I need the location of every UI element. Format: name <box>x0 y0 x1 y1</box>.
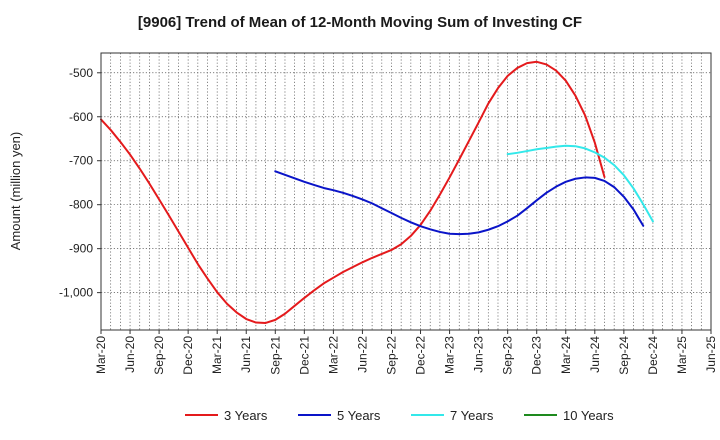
series-line-7-years <box>506 144 654 223</box>
y-axis-label: Amount (million yen) <box>8 132 23 251</box>
x-tick-label: Jun-25 <box>704 336 718 373</box>
series-line-3-years <box>100 60 606 324</box>
x-tick-label: Mar-25 <box>675 336 689 374</box>
x-tick-label: Dec-24 <box>646 336 660 375</box>
x-tick-label: Jun-20 <box>123 336 137 373</box>
y-tick-label: -600 <box>69 110 93 124</box>
x-tick-label: Mar-21 <box>210 336 224 374</box>
x-tick-label: Mar-24 <box>559 336 573 374</box>
x-tick-label: Sep-21 <box>268 336 282 375</box>
y-tick-label: -800 <box>69 198 93 212</box>
x-tick-label: Jun-21 <box>239 336 253 373</box>
x-tick-label: Jun-22 <box>355 336 369 373</box>
x-tick-label: Dec-21 <box>297 336 311 375</box>
x-tick-label: Dec-23 <box>530 336 544 375</box>
x-tick-label: Mar-22 <box>326 336 340 374</box>
x-tick-label: Mar-20 <box>94 336 108 374</box>
x-tick-label: Jun-24 <box>588 336 602 373</box>
x-tick-label: Mar-23 <box>443 336 457 374</box>
y-tick-label: -900 <box>69 242 93 256</box>
x-tick-label: Sep-23 <box>501 336 515 375</box>
x-tick-label: Sep-24 <box>617 336 631 375</box>
series-line-5-years <box>274 170 645 236</box>
x-tick-label: Jun-23 <box>472 336 486 373</box>
legend-label-10-years: 10 Years <box>563 408 614 423</box>
grid <box>101 53 711 330</box>
x-tick-label: Sep-22 <box>384 336 398 375</box>
y-tick-label: -700 <box>69 154 93 168</box>
x-tick-label: Dec-22 <box>414 336 428 375</box>
x-axis-ticks: Mar-20 Jun-20 Sep-20 Dec-20 Mar-21 Jun-21 Sep-… <box>94 330 718 375</box>
plot-series <box>100 60 654 324</box>
y-tick-label: -500 <box>69 66 93 80</box>
y-axis-ticks: -500 -600 -700 -800 -900 -1,000 <box>59 66 101 300</box>
legend-label-3-years: 3 Years <box>224 408 268 423</box>
y-tick-label: -1,000 <box>59 286 93 300</box>
legend-label-7-years: 7 Years <box>450 408 494 423</box>
x-tick-label: Dec-20 <box>181 336 195 375</box>
plot-frame <box>100 52 712 331</box>
x-tick-label: Sep-20 <box>152 336 166 375</box>
legend-label-5-years: 5 Years <box>337 408 381 423</box>
legend: 3 Years 5 Years 7 Years 10 Years <box>185 408 614 423</box>
chart-title: [9906] Trend of Mean of 12-Month Moving … <box>138 14 582 31</box>
